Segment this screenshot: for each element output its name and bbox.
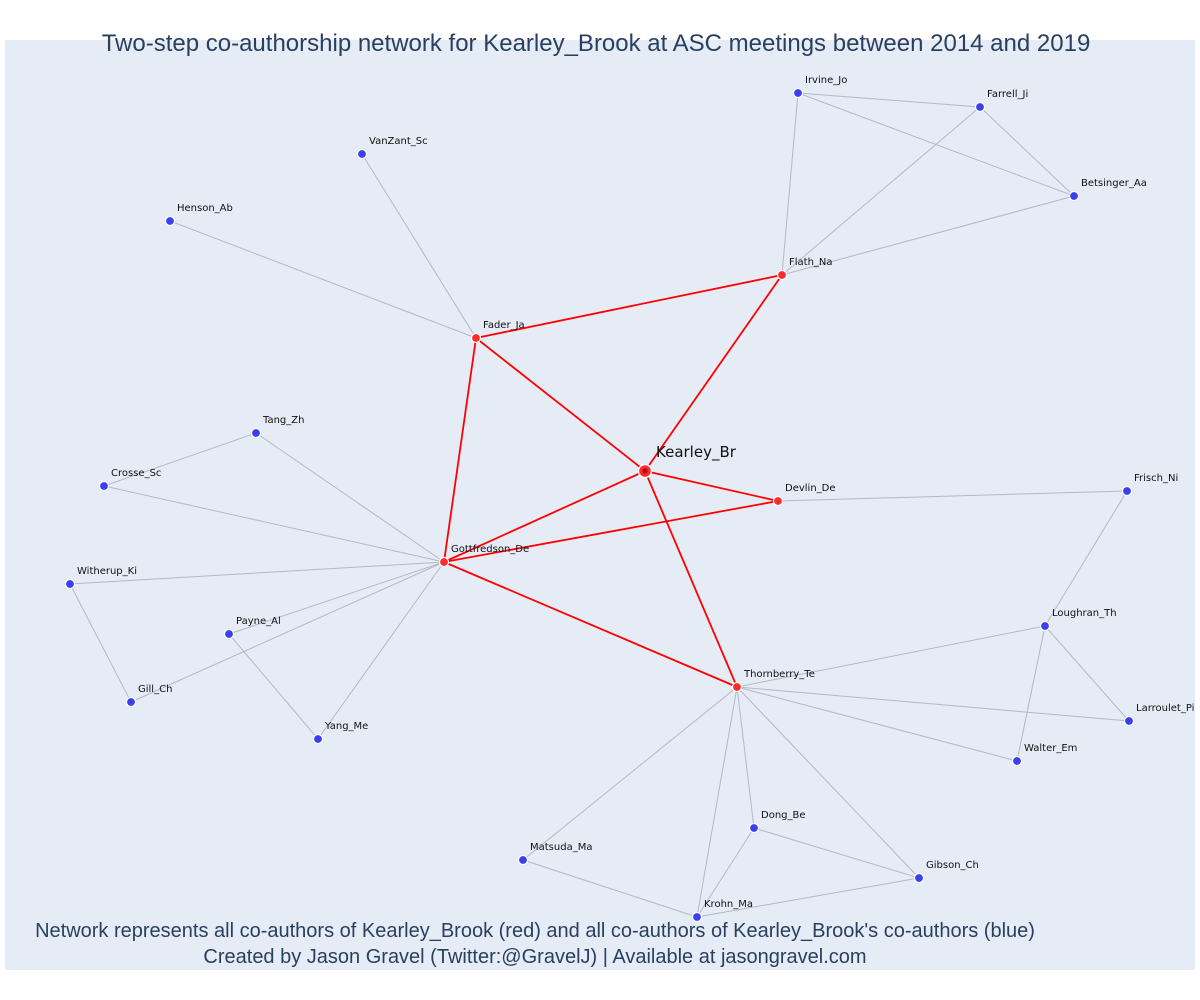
edge-Thornberry_Te-Krohn_Ma bbox=[696, 686, 738, 918]
node-label-Matsuda_Ma: Matsuda_Ma bbox=[530, 842, 592, 853]
edge-Yang_Me-Gottfredson_De bbox=[317, 561, 445, 740]
edge-Witherup_Ki-Gill_Ch bbox=[69, 583, 132, 703]
nodes-layer bbox=[64, 87, 1135, 923]
edge-Fader_Ja-Flath_Na bbox=[475, 274, 783, 339]
node-label-Witherup_Ki: Witherup_Ki bbox=[77, 566, 137, 577]
edge-Loughran_Th-Larroulet_Pi bbox=[1044, 625, 1130, 722]
edge-Loughran_Th-Walter_Em bbox=[1016, 625, 1046, 762]
caption-line-2: Created by Jason Gravel (Twitter:@Gravel… bbox=[203, 946, 867, 968]
edge-Gottfredson_De-Thornberry_Te bbox=[443, 561, 738, 688]
edge-Witherup_Ki-Gottfredson_De bbox=[69, 561, 445, 585]
chart-title: Two-step co-authorship network for Kearl… bbox=[101, 30, 1091, 57]
edge-Irvine_Jo-Flath_Na bbox=[781, 92, 799, 276]
node-label-VanZant_Sc: VanZant_Sc bbox=[369, 136, 428, 147]
edge-Gottfredson_De-Devlin_De bbox=[443, 500, 779, 563]
node-label-Payne_Al: Payne_Al bbox=[236, 616, 281, 627]
node-label-Gill_Ch: Gill_Ch bbox=[138, 684, 172, 695]
node-label-Tang_Zh: Tang_Zh bbox=[262, 415, 304, 426]
node-Thornberry_Te[interactable] bbox=[731, 681, 743, 693]
edge-Fader_Ja-Gottfredson_De bbox=[443, 337, 477, 563]
node-Flath_Na[interactable] bbox=[776, 269, 788, 281]
edge-Farrell_Ji-Betsinger_Aa bbox=[979, 106, 1075, 197]
node-label-Loughran_Th: Loughran_Th bbox=[1052, 608, 1117, 619]
edge-Devlin_De-Frisch_Ni bbox=[777, 490, 1128, 502]
edge-Frisch_Ni-Loughran_Th bbox=[1044, 490, 1128, 627]
edge-Thornberry_Te-Dong_Be bbox=[736, 686, 755, 829]
node-label-Crosse_Sc: Crosse_Sc bbox=[111, 468, 161, 479]
node-label-Flath_Na: Flath_Na bbox=[789, 257, 833, 268]
edge-Tang_Zh-Crosse_Sc bbox=[103, 432, 257, 487]
node-label-Kearley_Br: Kearley_Br bbox=[656, 443, 737, 462]
edge-Kearley_Br-Fader_Ja bbox=[475, 337, 646, 472]
node-label-Thornberry_Te: Thornberry_Te bbox=[743, 669, 815, 680]
node-label-Fader_Ja: Fader_Ja bbox=[483, 320, 525, 331]
plot-background bbox=[5, 40, 1195, 970]
node-label-Dong_Be: Dong_Be bbox=[761, 810, 806, 821]
edge-Tang_Zh-Gottfredson_De bbox=[255, 432, 445, 563]
node-Tang_Zh[interactable] bbox=[250, 427, 262, 439]
edge-Thornberry_Te-Matsuda_Ma bbox=[522, 686, 738, 861]
edge-Henson_Ab-Fader_Ja bbox=[169, 220, 477, 339]
node-Matsuda_Ma[interactable] bbox=[517, 854, 529, 866]
node-label-Walter_Em: Walter_Em bbox=[1024, 743, 1077, 754]
edge-Kearley_Br-Flath_Na bbox=[644, 274, 783, 472]
node-Gibson_Ch[interactable] bbox=[913, 872, 925, 884]
center-node-marker bbox=[642, 468, 648, 474]
node-Payne_Al[interactable] bbox=[223, 628, 235, 640]
edge-Farrell_Ji-Flath_Na bbox=[781, 106, 981, 276]
node-Loughran_Th[interactable] bbox=[1039, 620, 1051, 632]
node-label-Devlin_De: Devlin_De bbox=[785, 483, 836, 494]
edge-VanZant_Sc-Fader_Ja bbox=[361, 153, 477, 339]
node-label-Betsinger_Aa: Betsinger_Aa bbox=[1081, 178, 1147, 189]
edge-Kearley_Br-Devlin_De bbox=[644, 470, 779, 502]
edges-layer bbox=[69, 92, 1130, 918]
node-Gottfredson_De[interactable] bbox=[438, 556, 450, 568]
node-Walter_Em[interactable] bbox=[1011, 755, 1023, 767]
node-Witherup_Ki[interactable] bbox=[64, 578, 76, 590]
node-Farrell_Ji[interactable] bbox=[974, 101, 986, 113]
node-Larroulet_Pi[interactable] bbox=[1123, 715, 1135, 727]
node-label-Krohn_Ma: Krohn_Ma bbox=[704, 899, 753, 910]
node-VanZant_Sc[interactable] bbox=[356, 148, 368, 160]
node-Irvine_Jo[interactable] bbox=[792, 87, 804, 99]
node-label-Gottfredson_De: Gottfredson_De bbox=[451, 544, 529, 555]
node-label-Larroulet_Pi: Larroulet_Pi bbox=[1136, 703, 1194, 714]
node-label-Farrell_Ji: Farrell_Ji bbox=[987, 89, 1028, 100]
node-Betsinger_Aa[interactable] bbox=[1068, 190, 1080, 202]
edge-Thornberry_Te-Gibson_Ch bbox=[736, 686, 920, 879]
node-Devlin_De[interactable] bbox=[772, 495, 784, 507]
edge-Dong_Be-Krohn_Ma bbox=[696, 827, 755, 918]
edge-Krohn_Ma-Gibson_Ch bbox=[696, 877, 920, 918]
node-Henson_Ab[interactable] bbox=[164, 215, 176, 227]
edge-Kearley_Br-Gottfredson_De bbox=[443, 470, 646, 563]
node-label-Frisch_Ni: Frisch_Ni bbox=[1134, 473, 1178, 484]
edge-Crosse_Sc-Gottfredson_De bbox=[103, 485, 445, 563]
edge-Payne_Al-Yang_Me bbox=[228, 633, 319, 740]
edge-Thornberry_Te-Larroulet_Pi bbox=[736, 686, 1130, 722]
node-Dong_Be[interactable] bbox=[748, 822, 760, 834]
edge-Matsuda_Ma-Krohn_Ma bbox=[522, 859, 698, 918]
node-Gill_Ch[interactable] bbox=[125, 696, 137, 708]
edge-Dong_Be-Gibson_Ch bbox=[753, 827, 920, 879]
edge-Betsinger_Aa-Flath_Na bbox=[781, 195, 1075, 276]
node-label-Yang_Me: Yang_Me bbox=[324, 721, 368, 732]
edge-Thornberry_Te-Walter_Em bbox=[736, 686, 1018, 762]
node-label-Irvine_Jo: Irvine_Jo bbox=[805, 75, 847, 86]
node-label-Henson_Ab: Henson_Ab bbox=[177, 203, 233, 214]
node-Crosse_Sc[interactable] bbox=[98, 480, 110, 492]
edge-Kearley_Br-Thornberry_Te bbox=[644, 470, 738, 688]
node-Krohn_Ma[interactable] bbox=[691, 911, 703, 923]
caption-line-1: Network represents all co-authors of Kea… bbox=[35, 920, 1035, 942]
edge-Loughran_Th-Thornberry_Te bbox=[736, 625, 1046, 688]
edge-Gill_Ch-Gottfredson_De bbox=[130, 561, 445, 703]
node-label-Gibson_Ch: Gibson_Ch bbox=[926, 860, 979, 871]
labels-layer: Kearley_Br Fader_Ja Flath_Na Devlin_De Gottf… bbox=[77, 75, 1194, 910]
edge-Payne_Al-Gottfredson_De bbox=[228, 561, 445, 635]
node-Yang_Me[interactable] bbox=[312, 733, 324, 745]
edge-Irvine_Jo-Farrell_Ji bbox=[797, 92, 981, 108]
node-Frisch_Ni[interactable] bbox=[1121, 485, 1133, 497]
caption: Network represents all co-authors of Kea… bbox=[0, 918, 1070, 970]
node-Fader_Ja[interactable] bbox=[470, 332, 482, 344]
